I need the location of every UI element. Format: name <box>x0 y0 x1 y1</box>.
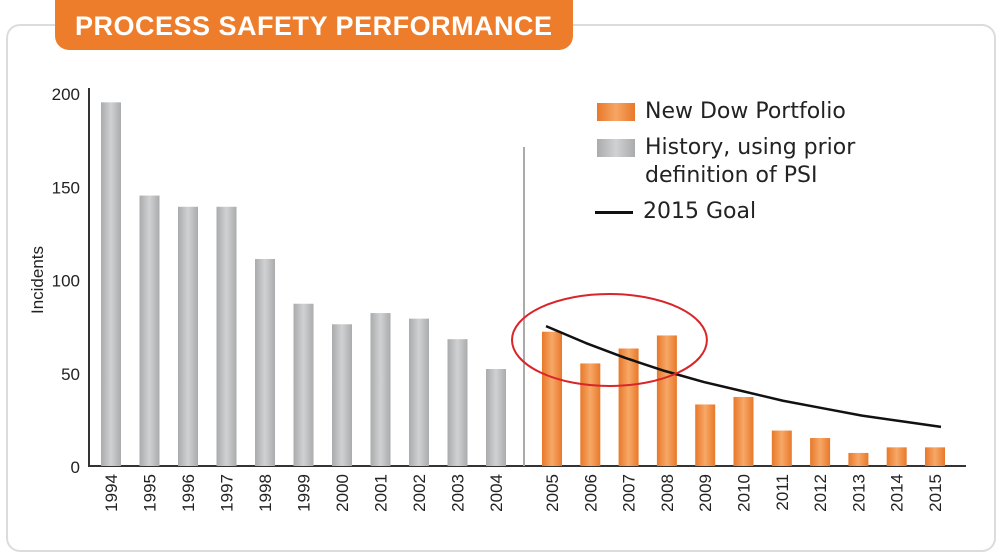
legend-label: 2015 Goal <box>643 199 757 224</box>
bar-1994 <box>101 102 121 466</box>
x-tick-label: 2015 <box>926 474 945 512</box>
legend-swatch-orange <box>597 103 635 121</box>
bar-1995 <box>139 195 160 466</box>
x-tick-label: 2011 <box>773 474 792 511</box>
y-tick-label: 150 <box>52 178 80 197</box>
x-tick-label: 2005 <box>543 474 562 512</box>
bar-2008 <box>656 335 677 466</box>
legend: New Dow Portfolio History, using prior d… <box>595 98 880 234</box>
x-tick-label: 1998 <box>256 474 275 512</box>
bar-2015 <box>925 447 945 466</box>
bar-1997 <box>216 206 237 466</box>
x-tick-label: 2002 <box>410 474 429 512</box>
x-tick-label: 1995 <box>141 474 160 512</box>
x-tick-label: 2001 <box>372 474 391 512</box>
bar-2001 <box>370 313 391 466</box>
x-tick-label: 2013 <box>849 474 868 512</box>
bar-1999 <box>293 303 314 466</box>
bar-2014 <box>886 447 907 466</box>
x-tick-label: 1996 <box>179 474 198 512</box>
x-tick-label: 2000 <box>333 474 352 512</box>
highlight-ellipse <box>511 293 708 387</box>
y-axis-label: Incidents <box>28 246 47 314</box>
y-tick-label: 50 <box>61 365 80 384</box>
bar-2012 <box>810 438 831 466</box>
bar-2013 <box>848 452 869 466</box>
bar-2009 <box>695 404 716 466</box>
x-tick-label: 2003 <box>449 474 468 512</box>
x-tick-label: 2014 <box>888 474 907 512</box>
legend-line-black <box>595 211 633 214</box>
x-tick-label: 2010 <box>735 474 754 512</box>
bar-1996 <box>178 206 198 466</box>
x-tick-label: 2006 <box>581 474 600 512</box>
y-tick-label: 0 <box>71 458 80 477</box>
bar-2011 <box>771 430 792 466</box>
y-tick-label: 100 <box>52 272 80 291</box>
legend-swatch-gray <box>597 139 635 157</box>
legend-item-goal: 2015 Goal <box>595 198 880 226</box>
legend-label: History, using prior definition of PSI <box>645 135 856 188</box>
y-tick-label: 200 <box>52 85 80 104</box>
bar-2003 <box>447 339 468 466</box>
x-tick-label: 2008 <box>658 474 677 512</box>
x-tick-label: 2012 <box>811 474 830 512</box>
bar-2007 <box>618 348 639 466</box>
x-tick-label: 1997 <box>218 474 237 512</box>
bar-2005 <box>542 331 562 466</box>
legend-item-history: History, using prior definition of PSI <box>595 134 880 190</box>
chart-title: PROCESS SAFETY PERFORMANCE <box>55 0 573 50</box>
bar-2002 <box>409 318 429 466</box>
x-tick-label: 1999 <box>295 474 314 512</box>
legend-item-new-dow: New Dow Portfolio <box>595 98 880 126</box>
bar-2000 <box>332 324 352 466</box>
x-tick-label: 2004 <box>487 474 506 512</box>
bar-2010 <box>733 396 754 466</box>
legend-label: New Dow Portfolio <box>645 99 846 124</box>
x-tick-label: 1994 <box>102 474 121 512</box>
x-tick-label: 2009 <box>696 474 715 512</box>
bar-2004 <box>486 369 506 466</box>
bar-1998 <box>255 258 275 466</box>
x-tick-label: 2007 <box>620 474 639 512</box>
bar-2006 <box>580 363 601 466</box>
goal-line <box>545 324 942 429</box>
